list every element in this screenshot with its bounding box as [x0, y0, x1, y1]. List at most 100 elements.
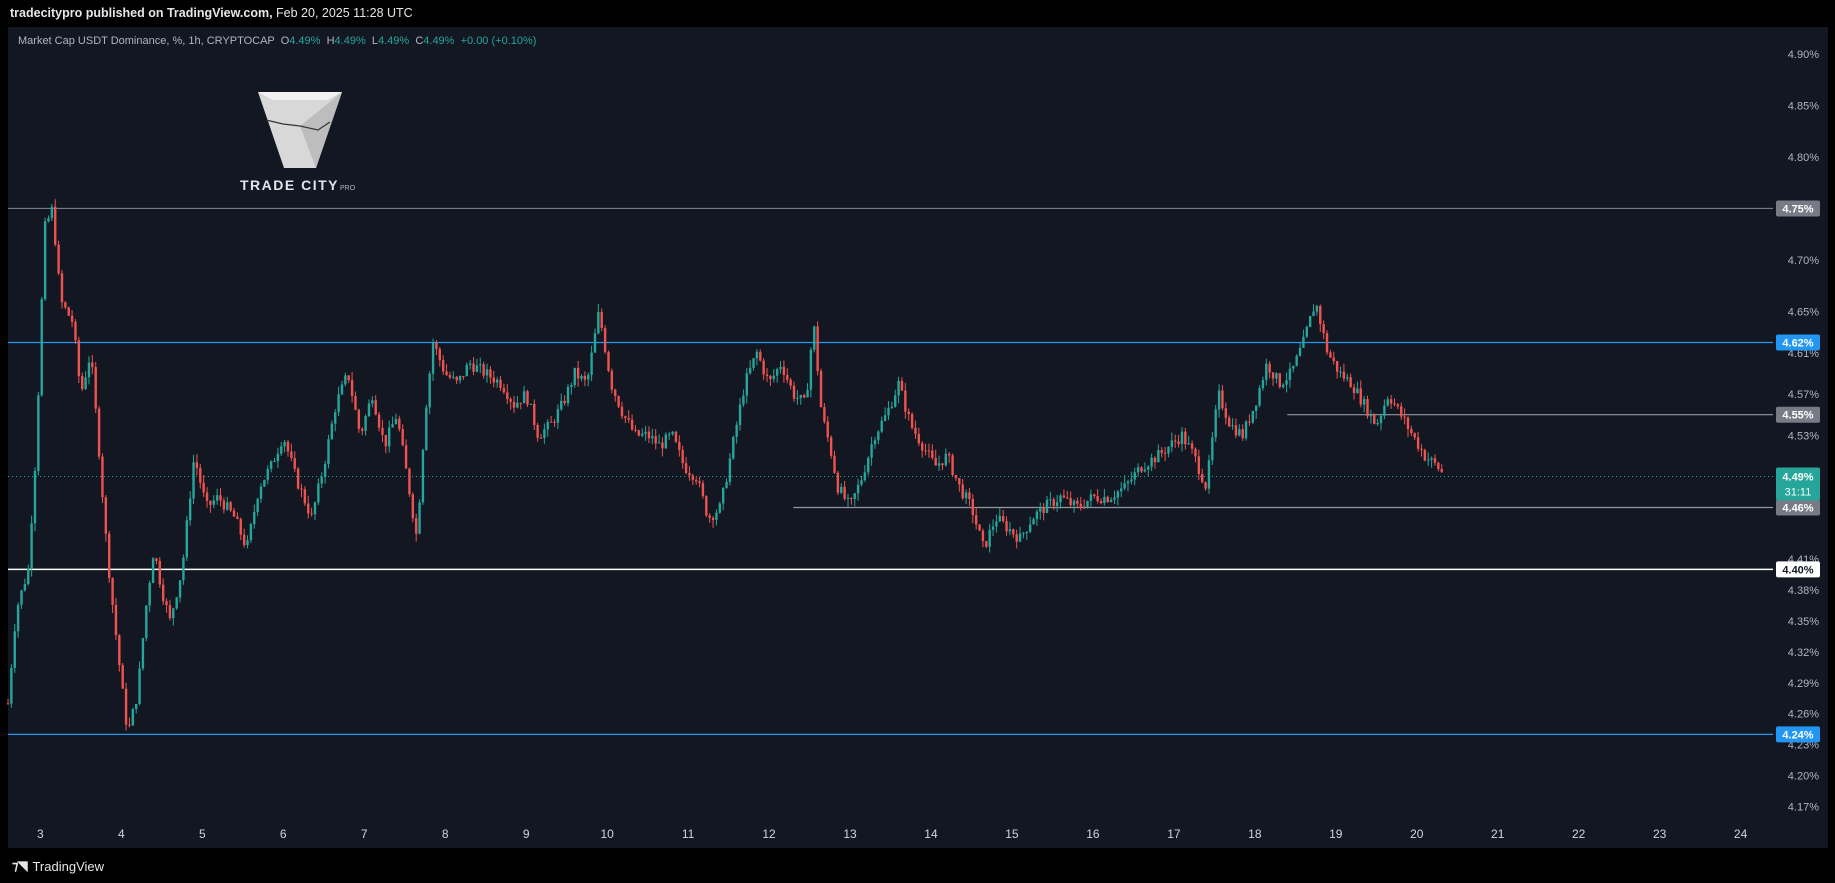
candle-body [121, 665, 124, 689]
candle-body [377, 414, 381, 428]
candle-body [1406, 417, 1410, 429]
candle-body [391, 424, 394, 428]
candle-body [448, 375, 452, 378]
candle-body [337, 394, 340, 413]
candle-body [573, 367, 576, 386]
candle-body [607, 352, 610, 371]
candle-body [441, 360, 445, 372]
candle-body [479, 364, 482, 366]
tradingview-brand[interactable]: ⁊◥ TradingView [12, 858, 104, 874]
candle-body [1356, 388, 1359, 394]
candle-body [961, 484, 964, 499]
candle-body [94, 367, 97, 409]
candle-body [209, 500, 212, 505]
candle-body [485, 369, 489, 376]
candle-body [813, 326, 816, 350]
candle-body [215, 495, 219, 501]
candle-body [148, 583, 151, 606]
candle-body [782, 366, 786, 375]
candle-body [462, 375, 465, 377]
candle-body [269, 461, 273, 469]
candle-body [124, 688, 128, 725]
candle-body [280, 446, 283, 454]
candle-body [1076, 500, 1079, 504]
candle-body [937, 463, 941, 466]
candle-body [927, 450, 931, 452]
candle-body [155, 558, 158, 561]
candle-body [816, 326, 819, 371]
candle-body [1362, 399, 1366, 405]
candle-body [1281, 384, 1285, 388]
candle-body [789, 379, 792, 386]
candle-body [134, 704, 138, 710]
close-label: C [415, 35, 424, 47]
candle-body [610, 370, 614, 390]
x-tick-label: 7 [361, 827, 368, 841]
candle-body [657, 442, 661, 444]
symbol-legend[interactable]: Market Cap USDT Dominance, %, 1h, CRYPTO… [18, 35, 536, 47]
candle-body [327, 439, 330, 465]
candle-body [840, 486, 843, 493]
candle-body [745, 373, 748, 396]
candle-body [16, 604, 20, 632]
candle-body [587, 374, 590, 380]
candle-body [1015, 534, 1018, 542]
candle-body [361, 428, 364, 431]
candle-body [1335, 361, 1339, 372]
candle-body [276, 453, 280, 462]
candle-body [796, 397, 799, 399]
candle-body [1143, 469, 1147, 472]
candle-body [60, 273, 64, 303]
candle-body [688, 472, 691, 476]
candle-body [50, 206, 54, 219]
candle-body [1207, 460, 1211, 489]
publish-date: Feb 20, 2025 11:28 UTC [276, 6, 413, 20]
candle-body [597, 312, 600, 334]
candle-body [111, 578, 114, 605]
candle-body [475, 365, 479, 372]
candle-body [1177, 441, 1180, 445]
candle-body [698, 481, 701, 484]
candle-body [425, 407, 428, 451]
candle-body [1001, 516, 1005, 522]
candle-body [64, 302, 67, 308]
candle-body [1167, 446, 1170, 454]
candle-body [401, 429, 404, 446]
candle-body [819, 370, 823, 408]
candle-body [647, 431, 651, 439]
candle-body [249, 524, 253, 541]
logo-suffix: PRO [340, 185, 356, 192]
candle-body [728, 458, 732, 482]
logo-text: TRADE CITY [240, 177, 339, 193]
candle-body [1342, 371, 1346, 379]
candle-body [931, 450, 934, 458]
candle-body [998, 516, 1002, 522]
candle-body [678, 441, 681, 450]
candle-body [145, 605, 148, 639]
last-price-countdown: 31:11 [1785, 487, 1812, 499]
candle-body [1150, 457, 1153, 467]
candle-body [894, 395, 897, 407]
candle-body [873, 440, 877, 445]
candle-body [1224, 408, 1228, 418]
candle-body [799, 395, 802, 398]
candle-body [175, 597, 178, 609]
candle-body [381, 427, 384, 435]
candle-body [772, 375, 775, 380]
y-tick-label: 4.35% [1788, 616, 1819, 628]
x-tick-label: 20 [1410, 827, 1424, 841]
candle-body [431, 343, 435, 374]
symbol-name: Market Cap USDT Dominance, %, 1h, CRYPTO… [18, 35, 275, 47]
candle-body [67, 307, 70, 316]
candle-body [641, 433, 644, 436]
candle-body [826, 421, 829, 438]
candle-body [897, 380, 900, 396]
candle-body [242, 534, 246, 546]
logo-shape-top [258, 92, 342, 100]
level-label: 4.55% [1782, 410, 1813, 422]
x-tick-label: 19 [1329, 827, 1343, 841]
level-labels: 4.75% 4.62% 4.55% 4.46% 4.40% 4.24% 4.49% 31:11 [1776, 200, 1820, 743]
candle-body [593, 333, 597, 353]
x-tick-label: 13 [843, 827, 857, 841]
